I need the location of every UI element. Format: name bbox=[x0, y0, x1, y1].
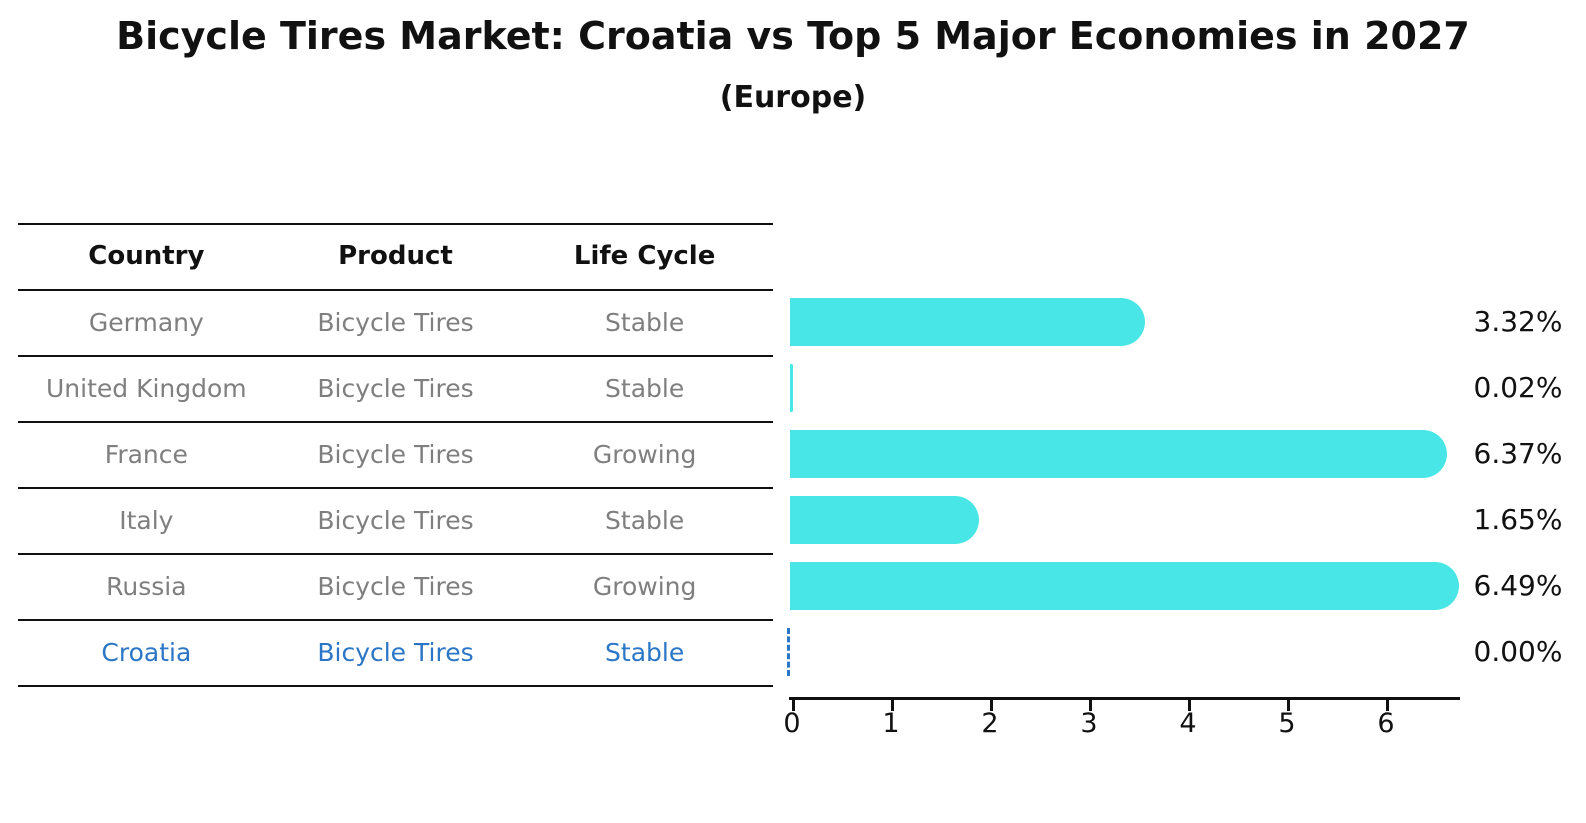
column-header-product: Product bbox=[338, 241, 453, 271]
table-divider bbox=[18, 289, 773, 291]
x-axis-tick bbox=[792, 700, 795, 711]
value-label: 3.32% bbox=[1473, 305, 1563, 338]
life-cycle-cell: Stable bbox=[605, 373, 685, 403]
column-header-life-cycle: Life Cycle bbox=[573, 241, 716, 271]
product-cell: Bicycle Tires bbox=[317, 637, 474, 667]
country-cell: France bbox=[104, 439, 188, 469]
table-row-croatia: Croatia Bicycle Tires Stable bbox=[18, 619, 773, 685]
table-row-italy: Italy Bicycle Tires Stable bbox=[18, 487, 773, 553]
table-divider bbox=[18, 685, 773, 687]
table-divider bbox=[18, 487, 773, 489]
table-row-russia: Russia Bicycle Tires Growing bbox=[18, 553, 773, 619]
x-axis-line bbox=[789, 697, 1460, 700]
x-axis-tick bbox=[891, 700, 894, 711]
bar-plot-area bbox=[787, 223, 1490, 685]
country-cell: Germany bbox=[88, 307, 204, 337]
product-cell: Bicycle Tires bbox=[317, 373, 474, 403]
value-label: 6.49% bbox=[1473, 569, 1563, 602]
x-axis-tick bbox=[1386, 700, 1389, 711]
table-row-france: France Bicycle Tires Growing bbox=[18, 421, 773, 487]
country-cell: Croatia bbox=[101, 637, 192, 667]
x-axis-tick bbox=[990, 700, 993, 711]
bar-germany bbox=[790, 298, 1145, 346]
x-axis-tick bbox=[1089, 700, 1092, 711]
value-label: 0.00% bbox=[1473, 635, 1563, 668]
table-divider bbox=[18, 355, 773, 357]
bar-united-kingdom bbox=[790, 364, 793, 412]
life-cycle-cell: Growing bbox=[592, 571, 697, 601]
page-subtitle: (Europe) bbox=[719, 80, 867, 115]
bar-italy bbox=[790, 496, 980, 544]
life-cycle-cell: Growing bbox=[592, 439, 697, 469]
x-axis-tick-label: 6 bbox=[1377, 708, 1395, 739]
x-axis-tick bbox=[1188, 700, 1191, 711]
life-cycle-cell: Stable bbox=[605, 505, 685, 535]
value-label: 0.02% bbox=[1473, 371, 1563, 404]
country-cell: Italy bbox=[119, 505, 174, 535]
life-cycle-cell: Stable bbox=[605, 307, 685, 337]
x-axis-tick-label: 1 bbox=[882, 708, 900, 739]
value-label: 6.37% bbox=[1473, 437, 1563, 470]
country-cell: United Kingdom bbox=[46, 373, 247, 403]
x-axis-tick-label: 0 bbox=[783, 708, 801, 739]
country-cell: Russia bbox=[106, 571, 187, 601]
page-title: Bicycle Tires Market: Croatia vs Top 5 M… bbox=[116, 14, 1470, 58]
product-cell: Bicycle Tires bbox=[317, 505, 474, 535]
x-axis-tick bbox=[1287, 700, 1290, 711]
x-axis-tick-label: 5 bbox=[1278, 708, 1296, 739]
x-axis-tick-label: 2 bbox=[981, 708, 999, 739]
column-header-country: Country bbox=[88, 241, 205, 271]
table-divider bbox=[18, 223, 773, 225]
table-row-germany: Germany Bicycle Tires Stable bbox=[18, 289, 773, 355]
life-cycle-cell: Stable bbox=[605, 637, 685, 667]
x-axis-tick-label: 4 bbox=[1179, 708, 1197, 739]
value-label: 1.65% bbox=[1473, 503, 1563, 536]
table-divider bbox=[18, 553, 773, 555]
table-divider bbox=[18, 619, 773, 621]
product-cell: Bicycle Tires bbox=[317, 307, 474, 337]
bar-russia bbox=[790, 562, 1459, 610]
table-divider bbox=[18, 421, 773, 423]
product-cell: Bicycle Tires bbox=[317, 571, 474, 601]
table-header-row: Country Product Life Cycle bbox=[18, 223, 773, 289]
product-cell: Bicycle Tires bbox=[317, 439, 474, 469]
bar-france bbox=[790, 430, 1447, 478]
x-axis-tick-label: 3 bbox=[1080, 708, 1098, 739]
highlight-zero-marker bbox=[787, 628, 790, 676]
table-row-united-kingdom: United Kingdom Bicycle Tires Stable bbox=[18, 355, 773, 421]
